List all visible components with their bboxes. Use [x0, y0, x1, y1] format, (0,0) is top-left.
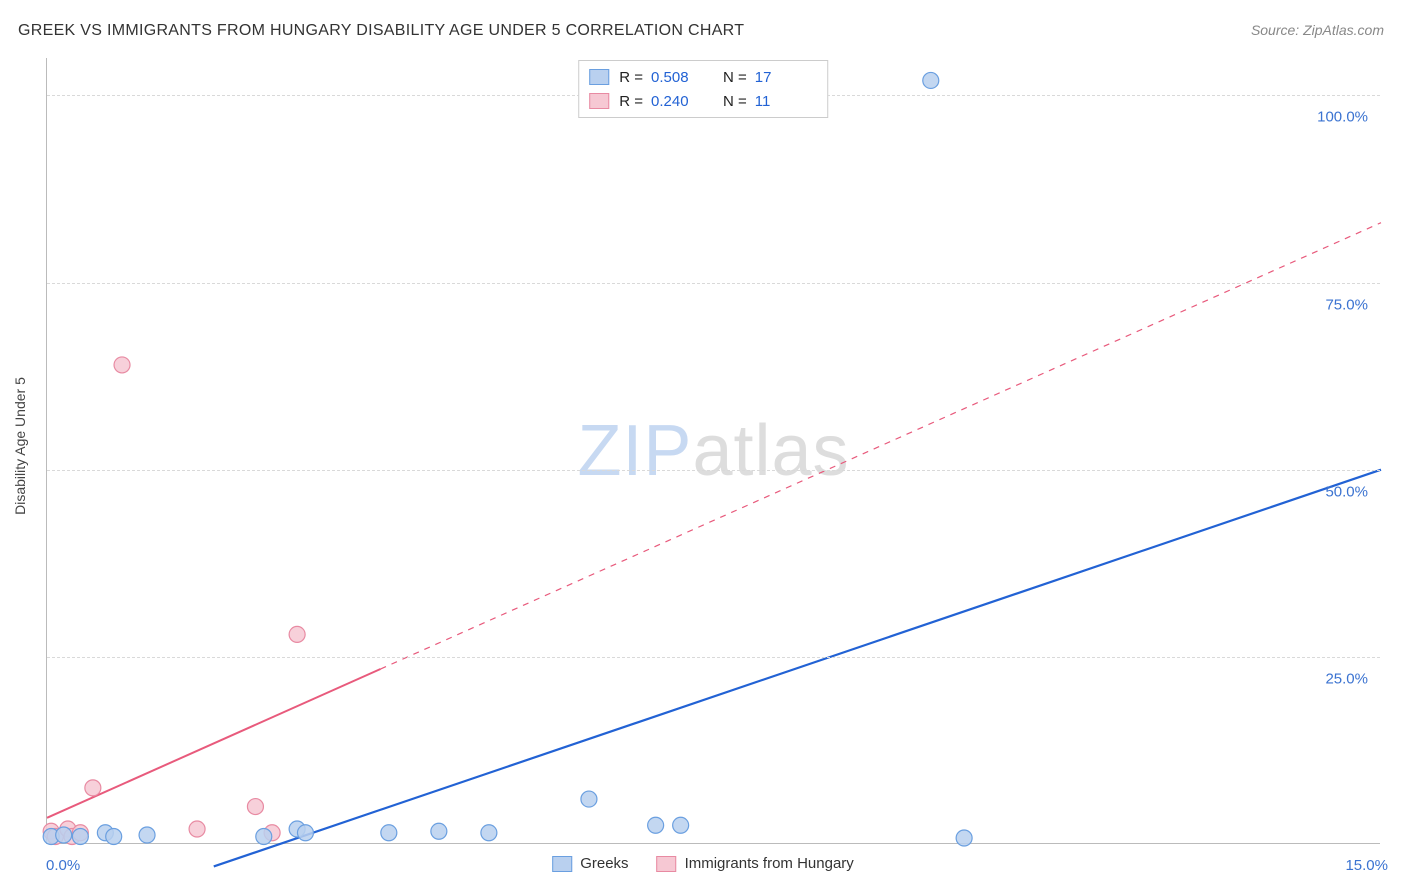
y-tick-label: 25.0%	[1325, 670, 1368, 687]
n-value-hungary: 11	[755, 93, 805, 110]
legend-label-hungary: Immigrants from Hungary	[685, 855, 854, 872]
gridline	[47, 657, 1380, 658]
r-value-greeks: 0.508	[651, 69, 701, 86]
chart-svg	[47, 58, 1380, 843]
n-value-greeks: 17	[755, 69, 805, 86]
legend-row-greeks: R = 0.508 N = 17	[589, 65, 817, 89]
swatch-greeks-icon	[552, 856, 572, 872]
x-tick-max: 15.0%	[1345, 857, 1388, 874]
swatch-hungary	[589, 93, 609, 109]
y-tick-label: 100.0%	[1317, 109, 1368, 126]
legend-label-greeks: Greeks	[580, 855, 628, 872]
chart-plot-area: ZIPatlas 25.0%50.0%75.0%100.0%	[46, 58, 1380, 844]
chart-title: GREEK VS IMMIGRANTS FROM HUNGARY DISABIL…	[18, 22, 744, 40]
swatch-greeks	[589, 69, 609, 85]
y-tick-label: 50.0%	[1325, 483, 1368, 500]
correlation-legend: R = 0.508 N = 17 R = 0.240 N = 11	[578, 60, 828, 118]
r-label: R =	[619, 93, 643, 110]
y-axis-label: Disability Age Under 5	[12, 377, 28, 515]
n-label: N =	[723, 93, 747, 110]
gridline	[47, 283, 1380, 284]
swatch-hungary-icon	[657, 856, 677, 872]
x-tick-min: 0.0%	[46, 857, 80, 874]
legend-item-hungary: Immigrants from Hungary	[657, 855, 854, 872]
legend-item-greeks: Greeks	[552, 855, 628, 872]
n-label: N =	[723, 69, 747, 86]
source-attribution: Source: ZipAtlas.com	[1251, 22, 1384, 38]
gridline	[47, 470, 1380, 471]
series-legend: Greeks Immigrants from Hungary	[552, 855, 854, 872]
y-tick-label: 75.0%	[1325, 296, 1368, 313]
legend-row-hungary: R = 0.240 N = 11	[589, 89, 817, 113]
r-value-hungary: 0.240	[651, 93, 701, 110]
r-label: R =	[619, 69, 643, 86]
